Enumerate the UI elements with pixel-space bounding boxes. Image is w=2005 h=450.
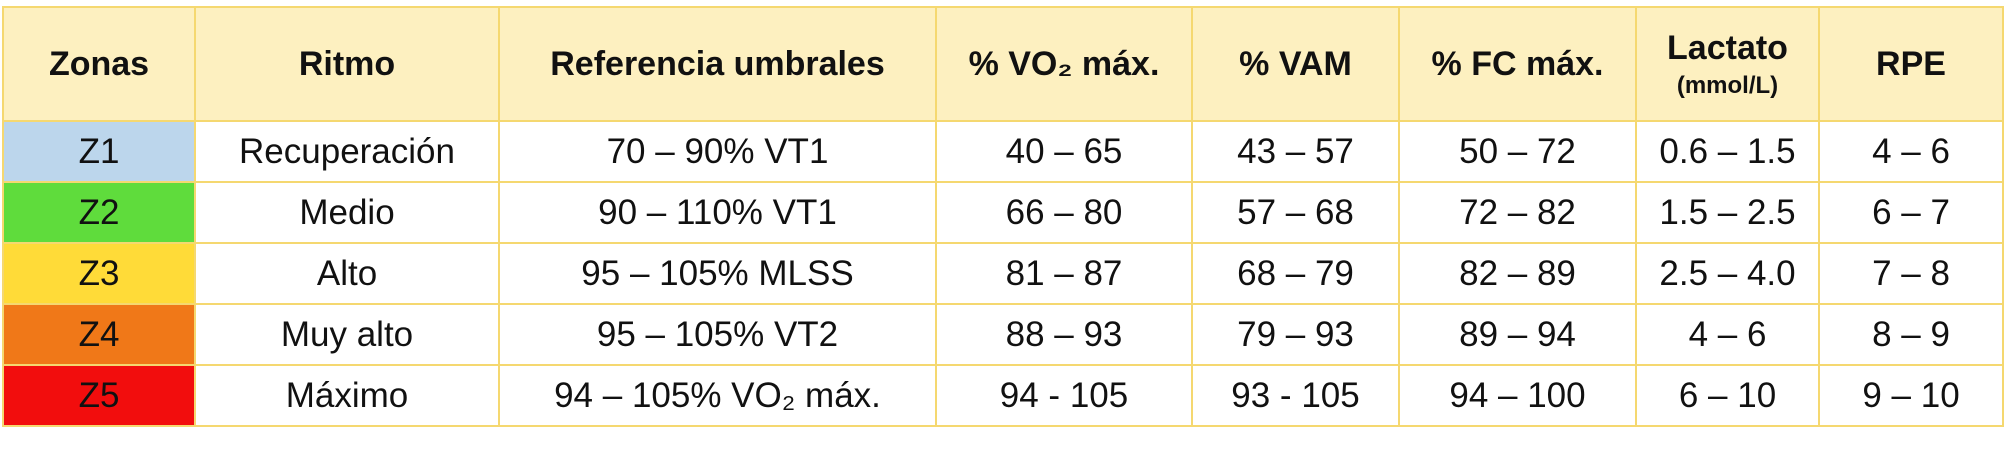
table-cell: Recuperación bbox=[194, 120, 500, 183]
header-cell: Referencia umbrales bbox=[498, 6, 937, 122]
header-text: % VAM bbox=[1239, 44, 1352, 83]
zone-cell: Z1 bbox=[2, 120, 196, 183]
zones-table: Zonas Ritmo Referencia umbrales % VO₂ máx.%… bbox=[2, 6, 2004, 427]
header-text: % VO₂ máx. bbox=[968, 44, 1160, 83]
table-cell: 1.5 – 2.5 bbox=[1635, 181, 1820, 244]
header-text: Ritmo bbox=[298, 44, 396, 83]
table-row: Z3 Alto 95 – 105% MLSS 81 – 87 68 – 79 82 – 8… bbox=[2, 242, 2004, 305]
header-text: Lactato bbox=[1667, 28, 1788, 67]
header-cell: % VO₂ máx. bbox=[935, 6, 1193, 122]
table-cell: 40 – 65 bbox=[935, 120, 1193, 183]
table-cell: Muy alto bbox=[194, 303, 500, 366]
header-text: RPE bbox=[1876, 44, 1946, 83]
header-cell: RPE bbox=[1818, 6, 2004, 122]
table-cell: 0.6 – 1.5 bbox=[1635, 120, 1820, 183]
page: Zonas Ritmo Referencia umbrales % VO₂ máx.%… bbox=[0, 6, 2005, 450]
table-cell: 79 – 93 bbox=[1191, 303, 1400, 366]
header-text: Referencia umbrales bbox=[550, 44, 885, 83]
table-cell: 6 – 10 bbox=[1635, 364, 1820, 427]
table-cell: 93 - 105 bbox=[1191, 364, 1400, 427]
table-cell: 89 – 94 bbox=[1398, 303, 1637, 366]
header-cell: Lactato (mmol/L) bbox=[1635, 6, 1820, 122]
table-cell: 43 – 57 bbox=[1191, 120, 1400, 183]
table-cell: 50 – 72 bbox=[1398, 120, 1637, 183]
table-cell: 95 – 105% MLSS bbox=[498, 242, 937, 305]
table-cell: 2.5 – 4.0 bbox=[1635, 242, 1820, 305]
table-cell: Alto bbox=[194, 242, 500, 305]
table-cell: 95 – 105% VT2 bbox=[498, 303, 937, 366]
table-cell: Máximo bbox=[194, 364, 500, 427]
table-cell: 82 – 89 bbox=[1398, 242, 1637, 305]
table-cell: 88 – 93 bbox=[935, 303, 1193, 366]
table-cell: 4 – 6 bbox=[1635, 303, 1820, 366]
table-cell: 81 – 87 bbox=[935, 242, 1193, 305]
header-cell: Zonas bbox=[2, 6, 196, 122]
table-cell: 72 – 82 bbox=[1398, 181, 1637, 244]
zone-cell: Z4 bbox=[2, 303, 196, 366]
table-cell: 68 – 79 bbox=[1191, 242, 1400, 305]
table-body: Z1 Recuperación 70 – 90% VT1 40 – 65 43 – 57… bbox=[2, 120, 2004, 427]
header-cell: % FC máx. bbox=[1398, 6, 1637, 122]
header-text: % FC máx. bbox=[1431, 44, 1604, 83]
zone-cell: Z2 bbox=[2, 181, 196, 244]
table-cell: 9 – 10 bbox=[1818, 364, 2004, 427]
table-row: Z5 Máximo 94 – 105% VO₂ máx. 94 - 105 93 - 1… bbox=[2, 364, 2004, 427]
table-cell: 90 – 110% VT1 bbox=[498, 181, 937, 244]
zone-cell: Z3 bbox=[2, 242, 196, 305]
table-cell: 94 - 105 bbox=[935, 364, 1193, 427]
table-cell: 94 – 100 bbox=[1398, 364, 1637, 427]
header-text: Zonas bbox=[48, 44, 150, 83]
table-cell: Medio bbox=[194, 181, 500, 244]
zone-cell: Z5 bbox=[2, 364, 196, 427]
table-cell: 94 – 105% VO₂ máx. bbox=[498, 364, 937, 427]
table-row: Z4 Muy alto 95 – 105% VT2 88 – 93 79 – 93 89 … bbox=[2, 303, 2004, 366]
header-note: (mmol/L) bbox=[1676, 71, 1779, 99]
header-cell: % VAM bbox=[1191, 6, 1400, 122]
table-cell: 6 – 7 bbox=[1818, 181, 2004, 244]
table-cell: 4 – 6 bbox=[1818, 120, 2004, 183]
table-cell: 7 – 8 bbox=[1818, 242, 2004, 305]
table-row: Z2 Medio 90 – 110% VT1 66 – 80 57 – 68 72 – 8… bbox=[2, 181, 2004, 244]
table-cell: 8 – 9 bbox=[1818, 303, 2004, 366]
table-row: Z1 Recuperación 70 – 90% VT1 40 – 65 43 – 57… bbox=[2, 120, 2004, 183]
table-cell: 70 – 90% VT1 bbox=[498, 120, 937, 183]
header-row: Zonas Ritmo Referencia umbrales % VO₂ máx.%… bbox=[2, 6, 2004, 122]
table-cell: 66 – 80 bbox=[935, 181, 1193, 244]
table-cell: 57 – 68 bbox=[1191, 181, 1400, 244]
header-cell: Ritmo bbox=[194, 6, 500, 122]
